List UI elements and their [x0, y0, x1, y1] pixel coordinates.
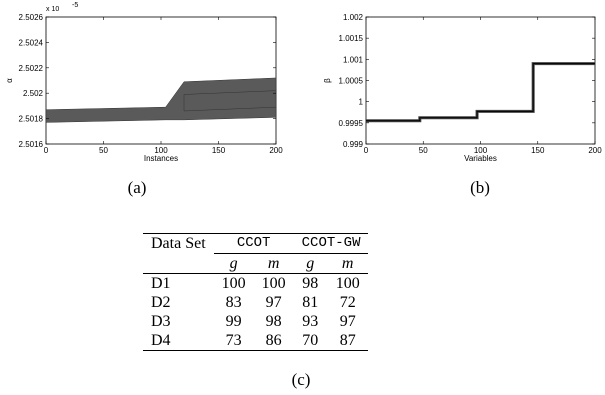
table-header-row: Data Set CCOT CCOT-GW — [143, 233, 369, 254]
x-tick-label: 100 — [474, 146, 488, 155]
y-axis-label: α — [5, 78, 14, 83]
row-label: D2 — [151, 294, 171, 311]
caption-c: (c) — [291, 370, 311, 389]
header-blank — [143, 253, 214, 274]
x-tick-label: 200 — [588, 146, 602, 155]
row-label: D1 — [151, 275, 171, 292]
row-label: D4 — [143, 331, 214, 351]
header-data-set: Data Set — [143, 233, 214, 254]
table-cell: 86 — [253, 331, 294, 351]
x-axis-label: Instances — [144, 154, 178, 163]
y-tick-label: 0.999 — [343, 140, 364, 149]
table-cell: 97 — [339, 313, 356, 330]
table-cell: 98 — [302, 275, 319, 292]
x-tick-label: 100 — [154, 146, 168, 155]
row-label: D3 — [151, 313, 171, 330]
table-cell: 100 — [221, 275, 246, 292]
x-tick-label: 50 — [419, 146, 428, 155]
table-cell: 87 — [326, 331, 369, 351]
y-tick-label: 2.5016 — [19, 140, 44, 149]
table-cell: 72 — [339, 294, 356, 311]
results-table: Data Set CCOT CCOT-GW g m g m D1 100 100 98… — [143, 233, 369, 351]
table-cell: 98 — [265, 313, 282, 330]
header-method-ccot-gw: CCOT-GW — [293, 233, 369, 254]
x-axis-label: Variables — [464, 154, 497, 163]
subheader-m: m — [253, 253, 294, 274]
alpha-chart: 0 50 100 150 200 2.5016 2.5018 2.502 2.5022 2.502… — [5, 2, 283, 163]
y-tick-label: 0.9995 — [339, 119, 364, 128]
x-tick-label: 200 — [269, 146, 283, 155]
x-tick-label: 50 — [99, 146, 108, 155]
table-row: D1 100 100 98 100 — [143, 274, 368, 294]
table-cell: 99 — [225, 313, 242, 330]
y-tick-label: 1.0015 — [339, 34, 364, 43]
table-cell: 93 — [302, 313, 319, 330]
y-tick-label: 2.5022 — [19, 64, 44, 73]
caption-a: (a) — [127, 178, 147, 197]
x-tick-label: 0 — [44, 146, 49, 155]
exponent-power: -5 — [72, 2, 78, 9]
y-tick-label: 1.002 — [343, 13, 364, 22]
table-row: D3 99 98 93 97 — [143, 312, 368, 331]
x-tick-label: 150 — [212, 146, 226, 155]
x-tick-label: 150 — [531, 146, 545, 155]
exponent-label: x 10 — [46, 6, 59, 13]
table-cell: 100 — [261, 275, 286, 292]
plot-area — [365, 16, 596, 145]
table-subheader-row: g m g m — [143, 253, 369, 274]
alpha-band-0 — [45, 77, 277, 123]
table-cell: 73 — [213, 331, 254, 351]
beta-step-line-core-0 — [366, 63, 595, 122]
y-axis-label: β — [323, 78, 332, 83]
caption-b: (b) — [470, 178, 490, 197]
y-tick-label: 2.5024 — [19, 38, 44, 47]
table-row: D4 73 86 70 87 — [143, 331, 369, 351]
y-tick-label: 2.5018 — [19, 115, 44, 124]
y-tick-label: 1.0005 — [339, 77, 364, 86]
header-method-ccot: CCOT — [213, 233, 294, 254]
table-cell: 100 — [335, 275, 360, 292]
x-tick-label: 0 — [364, 146, 369, 155]
subheader-g: g — [213, 253, 254, 274]
y-tick-label: 1 — [359, 98, 364, 107]
beta-chart: 0 50 100 150 200 0.999 0.9995 1 1.0005 1.001 1.001… — [323, 13, 602, 163]
table-row: D2 83 97 81 72 — [143, 293, 368, 312]
table-cell: 97 — [265, 294, 282, 311]
y-tick-label: 1.001 — [343, 55, 364, 64]
table-cell: 70 — [293, 331, 327, 351]
subheader-g: g — [293, 253, 327, 274]
y-tick-label: 2.5026 — [19, 13, 44, 22]
table-cell: 83 — [225, 294, 242, 311]
subheader-m: m — [326, 253, 369, 274]
alpha-band-1 — [183, 90, 277, 112]
y-tick-label: 2.502 — [23, 89, 44, 98]
table-cell: 81 — [302, 294, 319, 311]
